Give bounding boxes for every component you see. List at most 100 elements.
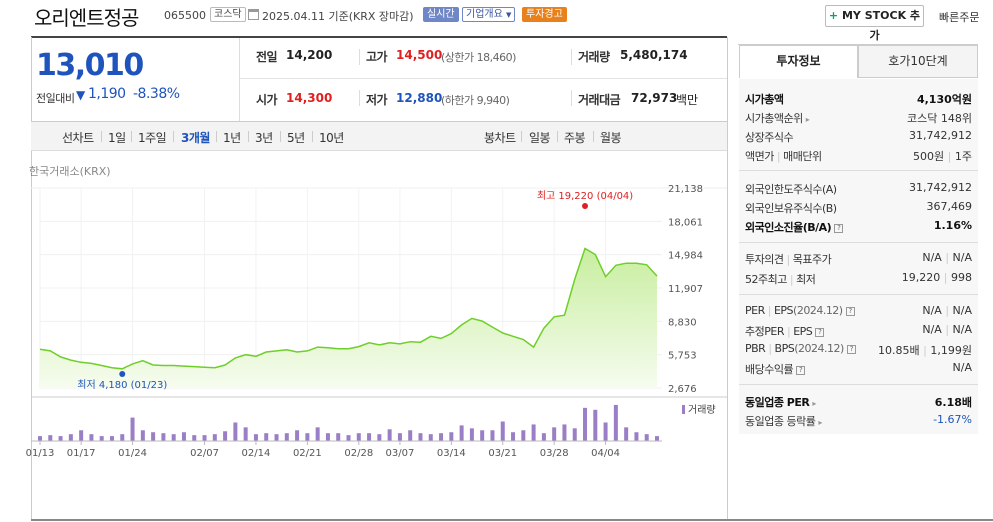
industry-per-value: 6.18배	[934, 396, 972, 409]
pbr-bps-label: PBR | BPS(2024.12) ?	[745, 342, 856, 355]
divider	[173, 131, 174, 142]
divider	[216, 131, 217, 142]
period-1d[interactable]: 1일	[108, 131, 126, 145]
chevron-right-icon: ▸	[818, 418, 822, 427]
volume-bar	[181, 432, 186, 441]
volume-bar	[459, 425, 464, 441]
eps-text: EPS	[773, 304, 794, 317]
y-tick-label: 2,676	[668, 384, 697, 395]
volume-bar	[644, 434, 649, 441]
candle-monthly[interactable]: 월봉	[600, 131, 622, 145]
help-icon[interactable]: ?	[834, 224, 844, 233]
tab-invest-info[interactable]: 투자정보	[739, 45, 858, 78]
industry-rate-value: -1.67%	[933, 413, 972, 426]
par-unit-label: 액면가 | 매매단위	[745, 148, 822, 164]
col-divider	[571, 49, 572, 65]
price-area	[40, 248, 657, 388]
industry-per-label[interactable]: 동일업종 PER ▸	[745, 394, 816, 410]
panel-divider	[739, 242, 978, 243]
volume-bar	[68, 434, 73, 441]
candle-daily[interactable]: 일봉	[529, 131, 551, 145]
per-value: N/A	[922, 304, 942, 317]
dividend-value: N/A	[952, 361, 972, 374]
y-tick-label: 21,138	[668, 184, 703, 195]
volume-bar	[500, 421, 505, 441]
candle-weekly[interactable]: 주봉	[564, 131, 586, 145]
period-1y[interactable]: 1년	[223, 131, 241, 145]
period-5y[interactable]: 5년	[287, 131, 305, 145]
period-3m[interactable]: 3개월	[181, 131, 210, 145]
pbr-bps-value: 10.85배 | 1,199원	[878, 342, 972, 358]
current-price: 13,010	[36, 48, 144, 83]
volume-bar	[521, 430, 526, 441]
foreign-hold-label: 외국인보유주식수(B)	[745, 202, 837, 215]
divider	[280, 131, 281, 142]
est-per-value: N/A | N/A	[922, 323, 972, 336]
col-divider	[359, 90, 360, 106]
divider	[557, 131, 558, 142]
low52-value: 998	[951, 271, 972, 284]
volume-bar	[120, 434, 125, 441]
divider: |	[786, 325, 791, 338]
open-label: 시가	[256, 93, 278, 107]
market-badge: 코스닥	[210, 7, 246, 22]
company-overview-dropdown[interactable]: 기업개요 ▼	[462, 7, 516, 22]
market-cap-rank-label[interactable]: 시가총액순위 ▸	[745, 110, 810, 126]
divider: |	[767, 304, 772, 317]
panel-divider	[739, 384, 978, 385]
market-cap-value: 4,130억원	[916, 93, 972, 106]
change-label: 전일대비	[36, 92, 75, 105]
volume-label: 거래량	[578, 50, 610, 64]
opinion-label: 투자의견 | 목표주가	[745, 251, 832, 267]
volume-bar	[305, 433, 310, 441]
volume-bar	[655, 436, 659, 441]
chevron-down-icon: ▼	[506, 11, 512, 19]
volume-bar	[151, 432, 156, 441]
period-1w[interactable]: 1주일	[138, 131, 167, 145]
open-value: 14,300	[286, 91, 333, 105]
x-tick-label: 01/24	[118, 448, 147, 459]
chevron-right-icon: ▸	[812, 399, 816, 408]
price-divider	[239, 38, 240, 121]
volume-bar	[408, 430, 413, 441]
quick-order-link[interactable]: 빠른주문	[939, 11, 980, 24]
help-icon[interactable]: ?	[815, 328, 825, 337]
period-10y[interactable]: 10년	[319, 131, 344, 145]
volume-bar	[356, 433, 361, 441]
divider: |	[947, 150, 952, 163]
prev-close-value: 14,200	[286, 48, 333, 62]
realtime-button[interactable]: 실시간	[423, 7, 459, 22]
y-tick-label: 8,830	[668, 317, 697, 328]
opinion-text: 투자의견	[745, 253, 784, 266]
volume-legend-swatch	[682, 405, 685, 414]
help-icon[interactable]: ?	[846, 345, 856, 354]
dividend-text: 배당수익률	[745, 363, 794, 376]
volume-bar	[233, 422, 238, 441]
panel-divider	[739, 294, 978, 295]
volume-bar	[48, 435, 53, 441]
est-per-text: 추정PER	[745, 325, 784, 338]
stock-name: 오리엔트정공	[34, 6, 139, 30]
y-tick-label: 11,907	[668, 284, 703, 295]
industry-rate-label[interactable]: 동일업종 등락률 ▸	[745, 413, 822, 429]
pbr-text: PBR	[745, 342, 766, 355]
volume-bar	[387, 429, 392, 441]
period-3y[interactable]: 3년	[255, 131, 273, 145]
volume-bar	[624, 427, 629, 441]
foreign-ratio-value: 1.16%	[933, 219, 972, 232]
high52-text: 52주최고	[745, 273, 787, 286]
chart-source: 한국거래소(KRX)	[29, 165, 111, 178]
add-mystock-button[interactable]: + MY STOCK 추가	[825, 5, 924, 42]
help-icon[interactable]: ?	[796, 366, 806, 375]
foreign-hold-value: 367,469	[926, 200, 973, 213]
upper-limit: (상한가 18,460)	[441, 51, 516, 64]
market-cap-rank-text: 시가총액순위	[745, 112, 803, 125]
high52-value: 19,220	[901, 271, 941, 284]
tab-order-book[interactable]: 호가10단계	[858, 45, 978, 78]
help-icon[interactable]: ?	[845, 307, 855, 316]
col-divider	[359, 49, 360, 65]
max-marker	[582, 203, 589, 209]
volume-bar	[38, 436, 42, 441]
foreign-limit-value: 31,742,912	[909, 181, 972, 194]
price-chart[interactable]: 2,676 5,753 8,830 11,907 14,984 18,061 21,138 최…	[0, 0, 727, 470]
